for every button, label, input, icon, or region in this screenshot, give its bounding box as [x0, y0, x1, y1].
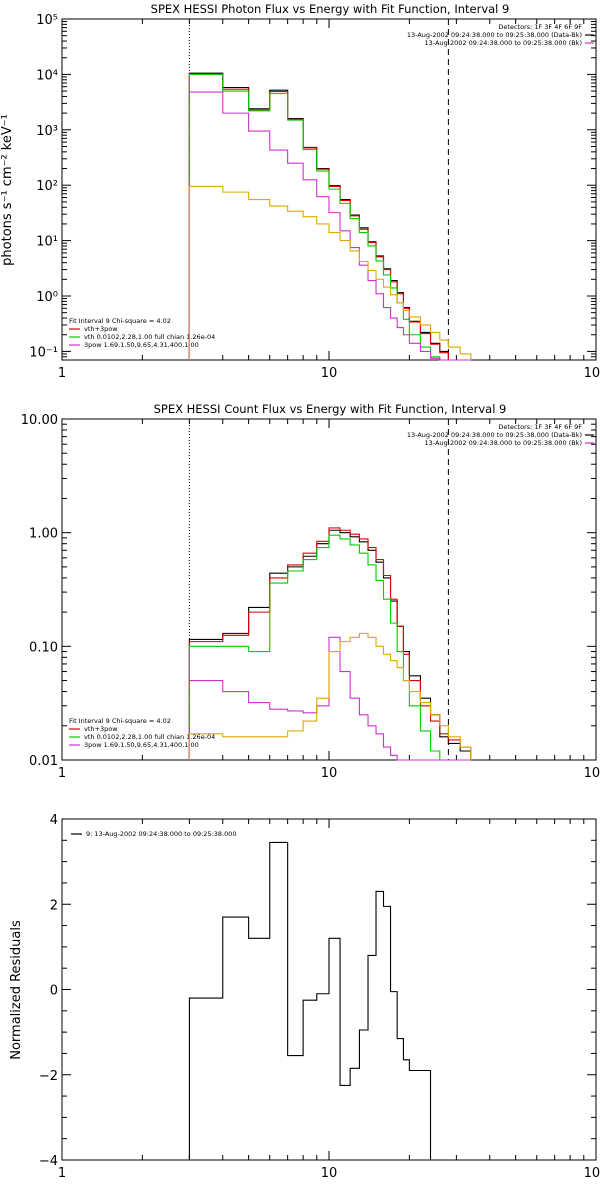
- residuals-y-tick-label: −2: [39, 1069, 58, 1084]
- count-series-2-line: [188, 534, 471, 761]
- count-fit-legend: Fit Interval 9 Chi-square = 4.02 vth+3po…: [69, 717, 215, 749]
- count-header-detectors: Detectors: 1F 3F 4F 6F 9F: [498, 423, 582, 431]
- count-plot-frame: [61, 418, 597, 761]
- residuals-x-tick-label: 1: [58, 1166, 66, 1181]
- photon-header-bk-interval: 13-Aug-2002 09:24:38.000 to 09:25:38.000…: [425, 39, 582, 47]
- count-series-0-line: [188, 529, 472, 760]
- count-legend-label-total: vth+3pow: [84, 725, 118, 733]
- photon-series-0-line: [188, 72, 471, 361]
- photon-legend-label-total: vth+3pow: [84, 325, 118, 333]
- photon-panel-title: SPEX HESSI Photon Flux vs Energy with Fi…: [151, 2, 510, 16]
- count-header: Detectors: 1F 3F 4F 6F 9F 13-Aug-2002 09…: [407, 423, 594, 447]
- count-header-data-interval: 13-Aug-2002 09:24:38.000 to 09:25:38.000…: [407, 431, 582, 439]
- count-series-3-line: [188, 636, 471, 761]
- residuals-legend: 9: 13-Aug-2002 09:24:38.000 to 09:25:38.…: [71, 830, 237, 838]
- count-x-tick-label: 1: [58, 766, 66, 781]
- count-y-tick-label: 10.00: [21, 413, 58, 428]
- photon-header-detectors: Detectors: 1F 3F 4F 6F 9F: [498, 23, 582, 31]
- residuals-y-tick-label: 2: [50, 898, 58, 913]
- count-series-4-line: [188, 632, 472, 760]
- count-y-tick-label: 0.10: [29, 640, 58, 655]
- photon-series-2-line: [188, 73, 471, 361]
- residuals-y-axis-label: Normalized Residuals: [9, 920, 24, 1060]
- residuals-x-tick-label: 10: [321, 1166, 338, 1181]
- count-x-tick-label: 100: [584, 766, 600, 781]
- count-header-bk-interval: 13-Aug-2002 09:24:38.000 to 09:25:38.000…: [425, 439, 582, 447]
- count-panel-title: SPEX HESSI Count Flux vs Energy with Fit…: [154, 402, 507, 416]
- photon-fit-summary: Fit Interval 9 Chi-square = 4.02: [69, 317, 171, 325]
- residuals-x-tick-label: 100: [584, 1166, 600, 1181]
- photon-y-tick-label: 10¹: [36, 235, 58, 250]
- photon-y-axis-label: photons s⁻¹ cm⁻² keV⁻¹: [0, 114, 15, 266]
- photon-x-tick-label: 1: [58, 366, 66, 381]
- photon-x-tick-label: 100: [584, 366, 600, 381]
- photon-y-tick-label: 10³: [36, 124, 58, 139]
- photon-y-tick-label: 10⁻¹: [29, 345, 58, 360]
- photon-fit-legend: Fit Interval 9 Chi-square = 4.02 vth+3po…: [69, 317, 215, 349]
- residuals-legend-label: 9: 13-Aug-2002 09:24:38.000 to 09:25:38.…: [86, 830, 237, 838]
- count-x-tick-label: 10: [321, 766, 338, 781]
- photon-y-tick-label: 10²: [36, 179, 58, 194]
- count-y-tick-label: 0.01: [29, 754, 58, 769]
- count-fit-summary: Fit Interval 9 Chi-square = 4.02: [69, 717, 171, 725]
- photon-series-1-line: [188, 73, 471, 361]
- photon-series-3-line: [188, 91, 471, 361]
- photon-series-4-line: [188, 185, 472, 360]
- photon-x-tick-label: 10: [321, 366, 338, 381]
- photon-header: Detectors: 1F 3F 4F 6F 9F 13-Aug-2002 09…: [407, 23, 594, 47]
- residuals-y-tick-label: 0: [50, 984, 58, 999]
- chart-marks: 11010010⁻¹10⁰10¹10²10³10⁴10⁵1101000.010.…: [21, 13, 600, 1181]
- residuals-y-tick-label: −4: [39, 1154, 58, 1169]
- count-legend-label-vth: vth 0.0102,2.28,1.00 full chian 1.26e-04: [84, 733, 215, 741]
- photon-y-tick-label: 10⁰: [36, 290, 58, 305]
- photon-legend-label-vth: vth 0.0102,2.28,1.00 full chian 1.26e-04: [84, 333, 215, 341]
- count-y-tick-label: 1.00: [29, 527, 58, 542]
- residuals-y-tick-label: 4: [50, 813, 58, 828]
- photon-y-tick-label: 10⁴: [36, 68, 58, 83]
- photon-header-data-interval: 13-Aug-2002 09:24:38.000 to 09:25:38.000…: [407, 31, 582, 39]
- count-legend-label-3pow: 3pow 1.69,1.50,9.65,4.31,400,1.00: [84, 741, 199, 749]
- residuals-series-0-line: [188, 841, 449, 1161]
- count-series-1-line: [188, 527, 472, 760]
- photon-legend-label-3pow: 3pow 1.69,1.50,9.65,4.31,400,1.00: [84, 341, 199, 349]
- photon-y-tick-label: 10⁵: [36, 13, 58, 28]
